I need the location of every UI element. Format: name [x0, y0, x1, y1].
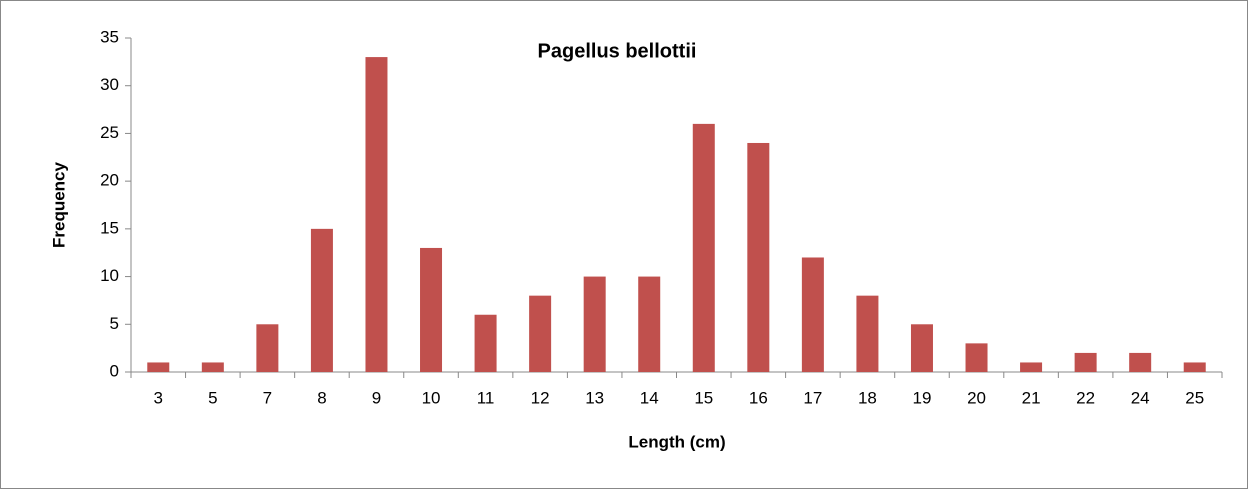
bar [965, 343, 988, 372]
x-tick-label: 5 [208, 388, 217, 407]
y-tick-label: 15 [100, 218, 119, 237]
bar [1129, 352, 1152, 372]
bar [801, 257, 824, 372]
bar [692, 123, 715, 372]
x-tick-label: 10 [422, 388, 441, 407]
x-axis-label: Length (cm) [628, 432, 725, 451]
x-tick-label: 24 [1131, 388, 1150, 407]
x-tick-label: 15 [694, 388, 713, 407]
bar [529, 295, 552, 372]
x-tick-label: 14 [640, 388, 659, 407]
x-tick-label: 16 [749, 388, 768, 407]
bar [856, 295, 879, 372]
bar [256, 324, 279, 372]
bar [1183, 362, 1206, 372]
y-tick-label: 25 [100, 123, 119, 142]
bar [1020, 362, 1043, 372]
x-tick-label: 18 [858, 388, 877, 407]
x-tick-label: 7 [263, 388, 272, 407]
y-tick-label: 0 [110, 361, 119, 380]
y-tick-label: 30 [100, 75, 119, 94]
bar [365, 57, 388, 372]
x-tick-label: 9 [372, 388, 381, 407]
x-tick-label: 21 [1022, 388, 1041, 407]
x-tick-label: 12 [531, 388, 550, 407]
bar [583, 276, 606, 372]
bar [201, 362, 224, 372]
bar [1074, 352, 1097, 372]
chart-title: Pagellus bellottii [538, 40, 697, 62]
bar [420, 247, 443, 372]
x-tick-label: 13 [585, 388, 604, 407]
x-tick-label: 22 [1076, 388, 1095, 407]
x-tick-label: 8 [317, 388, 326, 407]
bar [147, 362, 170, 372]
x-tick-label: 20 [967, 388, 986, 407]
bar [638, 276, 661, 372]
y-tick-label: 5 [110, 314, 119, 333]
bar [310, 228, 333, 372]
x-tick-label: 11 [477, 388, 495, 407]
x-tick-label: 3 [154, 388, 163, 407]
y-tick-label: 10 [100, 266, 119, 285]
bar [747, 142, 770, 372]
x-tick-label: 25 [1185, 388, 1204, 407]
y-axis-label: Frequency [49, 161, 68, 248]
y-tick-label: 20 [100, 171, 119, 190]
bar [474, 314, 497, 372]
bar [910, 324, 933, 372]
y-tick-label: 35 [100, 27, 119, 46]
x-tick-label: 17 [803, 388, 822, 407]
x-tick-label: 19 [913, 388, 932, 407]
